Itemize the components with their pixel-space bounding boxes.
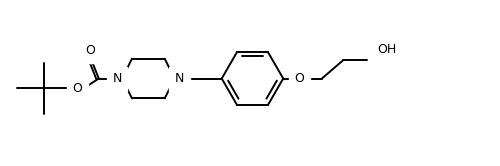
Text: N: N [175,72,184,85]
Text: O: O [294,72,304,85]
Text: O: O [86,44,96,57]
Text: O: O [72,82,83,95]
Text: N: N [112,72,122,85]
Text: OH: OH [378,43,396,56]
